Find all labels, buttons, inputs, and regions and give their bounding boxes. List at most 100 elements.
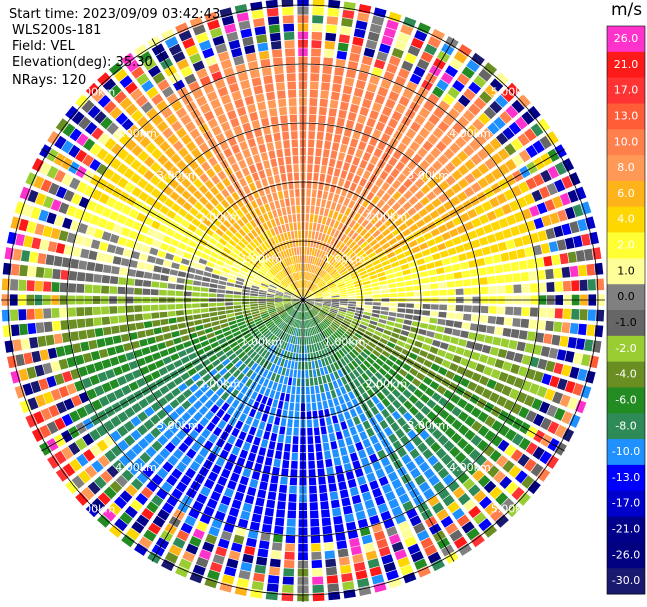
velocity-gate [320,322,327,329]
velocity-gate [284,551,295,560]
velocity-gate [34,308,44,320]
velocity-gate [375,267,384,274]
velocity-gate [331,322,339,329]
velocity-gate [291,205,296,214]
velocity-gate [411,346,421,355]
velocity-gate [215,192,225,202]
velocity-gate [315,315,322,323]
velocity-gate [112,256,122,265]
velocity-gate [340,170,348,179]
velocity-gate [170,238,180,247]
velocity-gate [315,301,323,303]
velocity-gate [453,536,468,549]
velocity-gate [109,233,120,244]
velocity-gate [375,177,384,187]
velocity-gate [234,284,243,289]
velocity-gate [515,470,528,484]
velocity-gate [413,201,424,212]
velocity-gate [43,267,53,279]
colorbar-tick: -13.0 [612,471,640,484]
velocity-gate [385,175,395,185]
velocity-gate [322,290,330,294]
velocity-gate [486,233,497,244]
velocity-gate [295,353,299,362]
velocity-gate [305,291,312,298]
velocity-gate [265,423,273,432]
velocity-gate [556,349,567,361]
velocity-gate [247,103,257,114]
velocity-gate [203,83,215,94]
velocity-gate [241,295,250,299]
velocity-gate [344,383,352,393]
velocity-gate [427,269,437,276]
velocity-gate [291,309,296,317]
velocity-gate [202,217,212,227]
velocity-gate [294,230,298,239]
velocity-gate [424,43,438,56]
velocity-gate [10,370,21,384]
velocity-gate [226,558,239,569]
velocity-gate [308,336,311,345]
velocity-gate [306,180,312,189]
velocity-gate [344,260,352,267]
velocity-gate [341,572,353,583]
velocity-gate [355,79,366,90]
velocity-gate [266,295,275,298]
velocity-gate [281,468,289,477]
velocity-gate [478,324,487,333]
velocity-gate [217,170,227,181]
velocity-gate [306,298,315,300]
velocity-gate [350,271,359,277]
velocity-gate [121,118,134,131]
velocity-gate [304,288,307,297]
velocity-gate [26,308,35,320]
velocity-gate [287,287,294,293]
velocity-gate [117,411,129,423]
velocity-gate [310,319,314,327]
velocity-gate [506,503,521,518]
ring-label: 2.00km [366,211,408,224]
velocity-gate [352,335,361,342]
velocity-gate [306,302,313,307]
velocity-gate [337,312,346,317]
velocity-gate [263,251,270,259]
velocity-gate [425,203,435,213]
velocity-gate [372,334,381,341]
velocity-gate [130,173,142,184]
velocity-gate [55,401,67,414]
velocity-gate [414,400,425,410]
velocity-gate [286,240,291,249]
colorbar-swatch [607,335,645,363]
velocity-gate [369,23,382,34]
velocity-gate [255,345,263,353]
velocity-gate [355,310,364,314]
velocity-gate [446,312,455,319]
velocity-gate [314,385,320,394]
velocity-gate [259,287,268,292]
velocity-gate [175,304,184,310]
velocity-gate [192,286,201,292]
velocity-gate [339,305,348,308]
velocity-gate [498,424,510,437]
velocity-gate [200,340,210,348]
velocity-gate [205,55,218,67]
velocity-gate [62,463,76,477]
velocity-gate [532,173,545,187]
velocity-gate [166,474,178,487]
velocity-gate [160,274,169,282]
velocity-gate [424,255,433,263]
velocity-gate [198,223,208,232]
velocity-gate [387,118,399,129]
velocity-gate [282,323,288,331]
velocity-gate [256,34,268,44]
velocity-gate [285,543,295,552]
velocity-gate [508,250,518,261]
velocity-gate [219,276,228,282]
velocity-gate [206,332,215,339]
velocity-gate [309,310,315,317]
velocity-gate [161,267,171,275]
velocity-gate [491,434,503,447]
velocity-gate [372,349,381,357]
velocity-gate [335,240,342,249]
velocity-gate [438,167,450,179]
